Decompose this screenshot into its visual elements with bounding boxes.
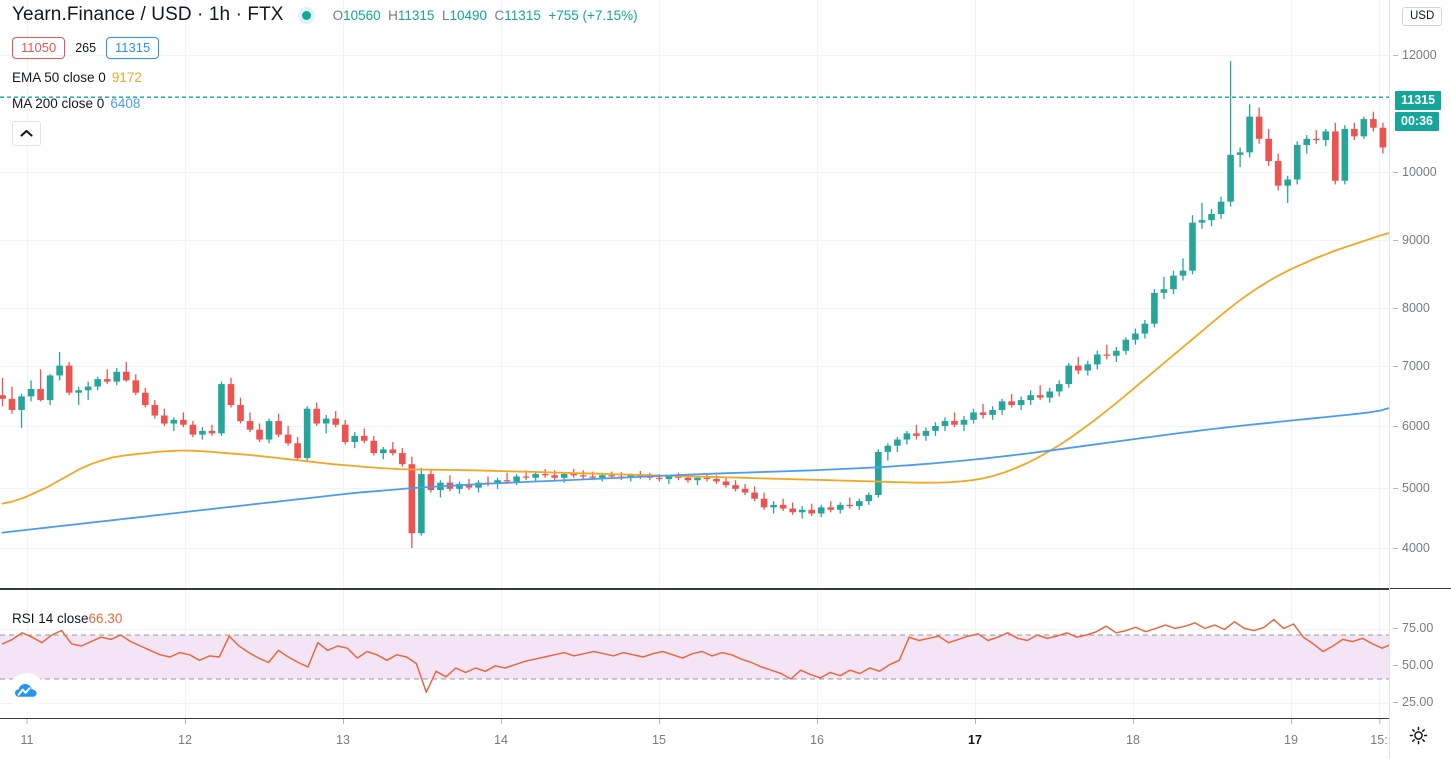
- ohlc-low-value: 10490: [449, 7, 488, 23]
- countdown-badge: 00:36: [1395, 112, 1439, 131]
- legend-title-row: Yearn.Finance / USD · 1h · FTX O10560 H1…: [12, 4, 638, 26]
- rsi-label: RSI 14 close: [12, 611, 89, 626]
- pane-divider: [0, 588, 1451, 589]
- range-low-box[interactable]: 11050: [12, 37, 66, 59]
- ema50-legend[interactable]: EMA 50 close 0 9172: [12, 70, 638, 85]
- rsi-gridline-h: [0, 629, 1389, 630]
- price-axis-tick: 4000: [1393, 541, 1430, 555]
- ema50-label: EMA 50 close 0: [12, 70, 106, 85]
- ohlc-close-key: C: [494, 7, 505, 23]
- range-high-box[interactable]: 11315: [106, 37, 160, 59]
- gridline-h: [0, 366, 1389, 367]
- time-axis-tick: 15:: [1370, 719, 1388, 747]
- ohlc-high-value: 11315: [397, 7, 435, 23]
- rsi-gridline-v: [1291, 590, 1292, 717]
- tradingview-logo-icon: [8, 673, 45, 710]
- live-dot-icon: [301, 10, 311, 20]
- time-axis-tick: 12: [178, 719, 192, 747]
- rsi-gridline-v: [1133, 590, 1134, 717]
- price-range-row: 11050 265 11315: [12, 37, 638, 59]
- rsi-gridline-v: [659, 590, 660, 717]
- gear-icon[interactable]: [1409, 726, 1428, 750]
- gridline-h: [0, 172, 1389, 173]
- time-axis-tick: 17: [968, 719, 982, 747]
- gridline-h: [0, 548, 1389, 549]
- ohlc-close-value: 11315: [504, 7, 541, 23]
- ohlc-change: +755 (+7.15%): [548, 7, 638, 23]
- rsi-gridline-h: [0, 666, 1389, 667]
- rsi-gridline-v: [817, 590, 818, 717]
- ohlc-low-key: L: [441, 7, 450, 23]
- rsi-chart-pane[interactable]: [0, 589, 1389, 717]
- chevron-up-icon: [20, 129, 33, 137]
- rsi-gridline-v: [343, 590, 344, 717]
- gridline-v: [1291, 0, 1292, 588]
- price-axis[interactable]: USD 12000 10000 9000 8000 7000 6000 5000 4000 1…: [1389, 0, 1451, 759]
- rsi-gridline-v: [975, 590, 976, 717]
- rsi-axis-tick: 50.00: [1392, 658, 1434, 672]
- ma200-label: MA 200 close 0: [12, 96, 105, 111]
- symbol-title[interactable]: Yearn.Finance / USD · 1h · FTX: [12, 4, 284, 25]
- gridline-h: [0, 488, 1389, 489]
- time-axis[interactable]: 11 12 13 14 15 16 17 18 19 15:: [0, 718, 1451, 759]
- ohlc-open-key: O: [332, 7, 344, 23]
- time-axis-tick: 13: [336, 719, 350, 747]
- time-axis-tick: 18: [1126, 719, 1140, 747]
- range-span-value: 265: [75, 41, 97, 55]
- gridline-v: [975, 0, 976, 588]
- rsi-gridline-v: [501, 590, 502, 717]
- rsi-gridline-h: [0, 703, 1389, 704]
- collapse-legend-button[interactable]: [12, 121, 41, 146]
- gridline-h: [0, 55, 1389, 56]
- price-axis-tick: 7000: [1393, 359, 1430, 373]
- gridline-v: [1379, 0, 1380, 588]
- ohlc-values: O10560 H11315 L10490 C11315 +755 (+7.15%…: [333, 8, 638, 23]
- time-axis-tick: 14: [494, 719, 508, 747]
- time-axis-tick: 11: [20, 719, 34, 747]
- price-axis-tick: 12000: [1393, 48, 1437, 62]
- price-axis-tick: 5000: [1393, 481, 1430, 495]
- rsi-legend[interactable]: RSI 14 close66.30: [12, 611, 122, 626]
- time-axis-tick: 19: [1284, 719, 1298, 747]
- axis-pane-separator: [1390, 588, 1451, 589]
- rsi-gridline-v: [185, 590, 186, 717]
- ma200-value: 6408: [110, 96, 141, 111]
- ohlc-open-value: 10560: [343, 7, 381, 23]
- current-price-badge: 11315: [1395, 91, 1442, 110]
- gridline-h: [0, 308, 1389, 309]
- ma200-legend[interactable]: MA 200 close 0 6408: [12, 96, 638, 111]
- price-axis-tick: 8000: [1393, 301, 1430, 315]
- gridline-v: [1133, 0, 1134, 588]
- gridline-h: [0, 426, 1389, 427]
- ohlc-high-key: H: [388, 7, 398, 23]
- price-axis-tick: 6000: [1393, 419, 1430, 433]
- rsi-axis-tick: 25.00: [1392, 695, 1434, 709]
- currency-badge[interactable]: USD: [1402, 7, 1443, 26]
- price-axis-tick: 10000: [1393, 165, 1437, 179]
- rsi-axis-tick: 75.00: [1392, 621, 1434, 635]
- gridline-h: [0, 240, 1389, 241]
- rsi-series: [0, 618, 1389, 693]
- rsi-gridline-v: [1379, 590, 1380, 717]
- gridline-v: [817, 0, 818, 588]
- gridline-v: [659, 0, 660, 588]
- time-axis-tick: 16: [810, 719, 824, 747]
- price-axis-tick: 9000: [1393, 233, 1430, 247]
- rsi-value: 66.30: [88, 611, 123, 626]
- ema50-value: 9172: [111, 70, 142, 85]
- time-axis-tick: 15: [652, 719, 666, 747]
- chart-legend: Yearn.Finance / USD · 1h · FTX O10560 H1…: [12, 4, 638, 146]
